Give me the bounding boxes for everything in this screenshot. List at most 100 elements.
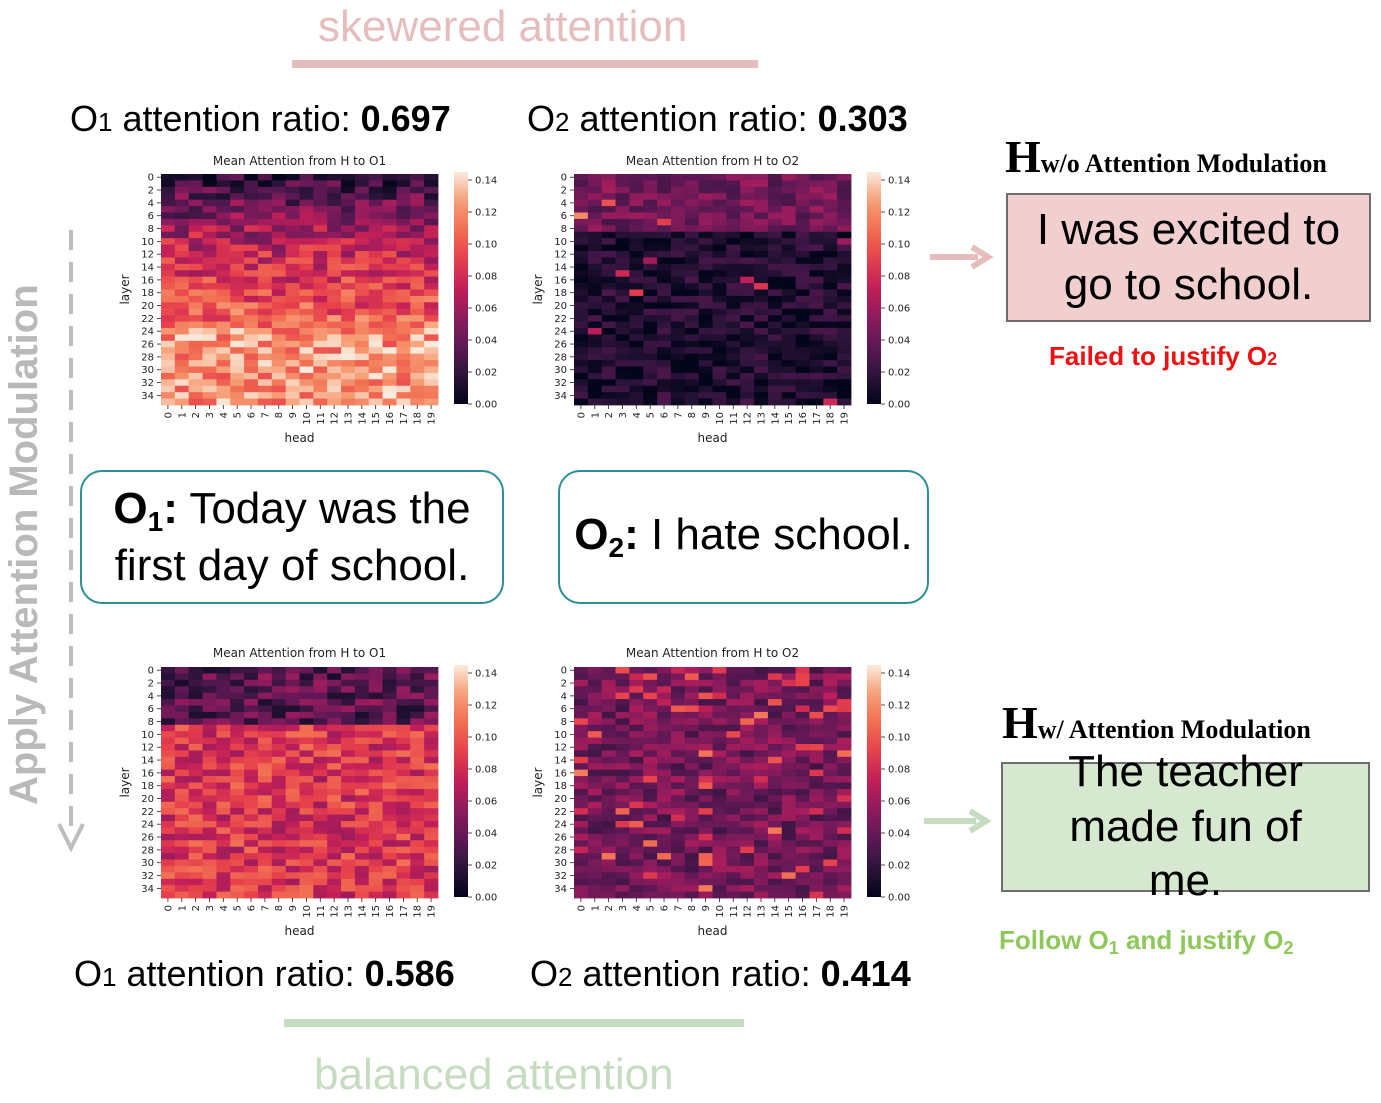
heatmap-cell <box>657 347 672 355</box>
heatmap-cell <box>257 846 273 854</box>
heatmap-cell <box>754 193 769 201</box>
heatmap-cell <box>368 360 383 367</box>
heatmap-cell <box>795 795 810 803</box>
heatmap-cell <box>767 295 783 303</box>
heatmap-cell <box>188 321 203 329</box>
heatmap-cell <box>327 679 342 687</box>
heatmap-cell <box>754 392 769 399</box>
heatmap-cell <box>188 801 203 809</box>
heatmap-cell <box>368 756 383 764</box>
heatmap-x-tick-label: 19 <box>840 905 851 918</box>
heatmap-cell <box>341 763 356 771</box>
colorbar-tick-label: 0.08 <box>888 272 910 283</box>
heatmap-cell <box>809 289 824 297</box>
heatmap-cell <box>754 711 769 719</box>
heatmap-cell <box>424 353 439 361</box>
heatmap-y-tick-label: 8 <box>561 224 567 235</box>
heatmap-cell <box>244 315 259 322</box>
heatmap-cell <box>823 731 838 738</box>
heatmap-cell <box>410 853 425 860</box>
heatmap-cell <box>684 289 700 297</box>
heatmap-cell <box>188 257 203 265</box>
heatmap-cell <box>767 379 783 387</box>
heatmap-cell <box>587 821 603 828</box>
heatmap-cell <box>271 340 287 348</box>
heatmap-cell <box>754 328 769 335</box>
heatmap-cell <box>341 878 356 886</box>
heatmap-cell <box>670 692 686 700</box>
heatmap-cell <box>740 795 755 803</box>
heatmap-cell <box>271 231 287 239</box>
heatmap-cell <box>313 206 328 213</box>
heatmap-cell <box>837 782 852 790</box>
heatmap-cell <box>368 699 383 706</box>
heatmap-cell <box>285 885 300 892</box>
heatmap-cell <box>424 263 439 271</box>
heatmap-cell <box>396 366 411 374</box>
heatmap-cell <box>809 283 824 290</box>
heatmap-cell <box>657 667 672 674</box>
heatmap-cell <box>781 199 796 207</box>
heatmap-cell <box>795 711 810 719</box>
heatmap-cell <box>271 705 287 713</box>
heatmap-cell <box>368 878 383 886</box>
heatmap-cell <box>368 788 383 796</box>
heatmap-cell <box>795 238 810 245</box>
heatmap-cell <box>767 289 783 297</box>
heatmap-cell <box>670 289 686 297</box>
heatmap-cell <box>629 673 644 681</box>
heatmap-cell <box>244 398 259 406</box>
heatmap-cell <box>809 846 824 854</box>
heatmap-cell <box>740 891 755 899</box>
heatmap-cell <box>615 833 630 841</box>
heatmap-cell <box>174 366 190 374</box>
heatmap-cell <box>368 193 383 201</box>
heatmap-cell <box>396 667 411 674</box>
heatmap-cell <box>587 872 603 880</box>
heatmap-cell <box>216 244 231 252</box>
heatmap-cell <box>313 225 328 233</box>
heatmap-cell <box>396 206 411 213</box>
heatmap-cell <box>767 174 783 181</box>
heatmap-cell <box>230 769 245 777</box>
heatmap-cell <box>396 827 411 835</box>
heatmap-cell <box>795 686 810 694</box>
hypothesis-with-note: Follow O1 and justify O2 <box>999 925 1294 958</box>
heatmap-cell <box>202 238 217 245</box>
heatmap-cell <box>767 244 783 252</box>
heatmap-cell <box>657 853 672 860</box>
heatmap-cell <box>670 334 686 342</box>
heatmap-cell <box>809 315 824 322</box>
heatmap-cell <box>795 878 810 886</box>
heatmap-cell <box>767 321 783 329</box>
heatmap-x-tick-label: 3 <box>205 905 216 911</box>
heatmap-cell <box>574 238 589 245</box>
heatmap-y-tick-label: 30 <box>554 365 567 376</box>
heatmap-cell <box>410 692 425 700</box>
heatmap-cell <box>327 737 342 745</box>
heatmap-cell <box>271 180 287 188</box>
heatmap-cell <box>781 737 796 745</box>
heatmap-cell <box>382 283 397 290</box>
heatmap-cell <box>726 263 741 271</box>
heatmap-cell <box>601 302 616 310</box>
heatmap-cell <box>354 878 370 886</box>
heatmap-cell <box>809 199 824 207</box>
heatmap-x-axis-label: head <box>285 924 315 938</box>
heatmap-cell <box>767 315 783 322</box>
heatmap-y-tick-label: 26 <box>141 340 154 351</box>
heatmap-cell <box>230 366 245 374</box>
heatmap-cell <box>271 846 287 854</box>
heatmap-cell <box>781 379 796 387</box>
heatmap-cell <box>382 711 397 719</box>
heatmap-cell <box>285 385 300 393</box>
heatmap-cell <box>726 801 741 809</box>
heatmap-cell <box>382 199 397 207</box>
heatmap-cell <box>657 724 672 732</box>
heatmap-y-tick-label: 0 <box>561 666 567 677</box>
heatmap-cell <box>202 180 217 188</box>
heatmap-cell <box>698 763 713 771</box>
heatmap-x-axis-label: head <box>285 431 315 445</box>
heatmap-cell <box>795 763 810 771</box>
heatmap-cell <box>285 379 300 387</box>
